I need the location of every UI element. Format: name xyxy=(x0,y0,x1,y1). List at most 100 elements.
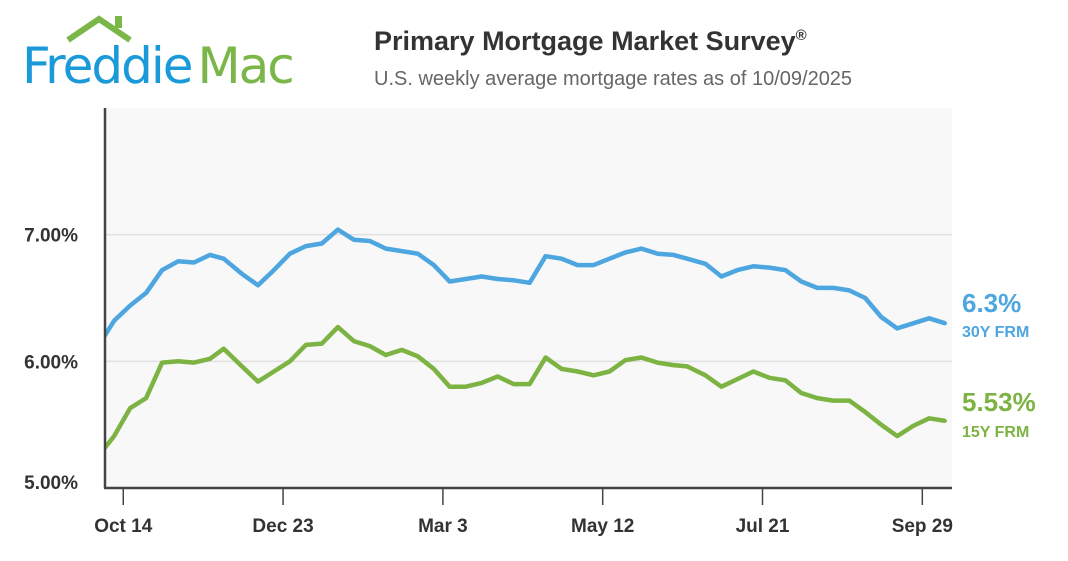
data-point-15y xyxy=(815,396,820,400)
data-point-15y xyxy=(575,369,580,374)
data-point-15y xyxy=(352,339,356,343)
data-point-30y xyxy=(751,264,756,269)
data-point-30y xyxy=(815,286,820,290)
data-point-30y xyxy=(607,256,612,261)
freddie-mac-logo: Freddie Mac xyxy=(22,14,342,95)
data-point-30y xyxy=(847,288,852,293)
data-point-15y xyxy=(511,382,516,386)
data-point-30y xyxy=(352,237,356,242)
data-point-15y xyxy=(479,381,484,385)
data-point-15y xyxy=(368,344,372,348)
data-point-30y xyxy=(895,326,900,331)
data-point-15y xyxy=(879,422,884,427)
registered-mark: ® xyxy=(795,27,807,44)
data-point-30y xyxy=(911,321,915,326)
data-point-15y xyxy=(767,376,772,380)
y-tick-label: 5.00% xyxy=(24,473,78,494)
y-tick-label: 6.00% xyxy=(24,352,78,373)
data-point-30y xyxy=(527,281,532,285)
data-point-15y xyxy=(703,373,708,378)
title-text: Primary Mortgage Market Survey xyxy=(374,26,796,56)
data-point-30y xyxy=(495,277,500,281)
data-point-30y xyxy=(639,246,644,251)
y-tick-label: 7.00% xyxy=(24,226,78,247)
series-15y-label: 15Y FRM xyxy=(962,424,1029,441)
data-point-15y xyxy=(96,455,100,459)
data-point-15y xyxy=(671,363,676,367)
data-point-15y xyxy=(559,367,564,371)
data-point-15y xyxy=(639,355,644,360)
data-point-30y xyxy=(783,268,788,272)
logo-text-freddie: Freddie xyxy=(22,37,193,95)
data-point-30y xyxy=(112,319,116,323)
series-line-30y xyxy=(105,227,946,340)
x-tick-label: May 12 xyxy=(571,516,634,537)
data-point-15y xyxy=(463,384,468,389)
data-point-30y xyxy=(575,263,580,267)
house-roof-icon xyxy=(66,15,132,43)
data-point-30y xyxy=(463,277,468,281)
data-point-30y xyxy=(415,251,420,256)
data-point-30y xyxy=(927,316,931,321)
logo-text-mac: Mac xyxy=(197,37,294,95)
data-point-30y xyxy=(240,272,244,276)
data-point-30y xyxy=(272,268,276,272)
data-point-30y xyxy=(685,256,689,261)
x-tick-label: Sep 29 xyxy=(892,516,953,537)
data-point-30y xyxy=(559,256,564,261)
data-point-30y xyxy=(160,268,164,272)
data-point-30y xyxy=(511,278,516,283)
data-point-15y xyxy=(431,367,436,371)
data-point-30y xyxy=(288,251,292,256)
data-point-15y xyxy=(751,369,756,374)
data-point-15y xyxy=(384,353,388,357)
data-point-30y xyxy=(399,249,404,253)
data-point-30y xyxy=(879,315,884,319)
data-point-30y xyxy=(192,260,196,265)
data-point-30y xyxy=(368,239,372,243)
data-point-15y xyxy=(735,377,740,381)
data-point-15y xyxy=(543,355,548,360)
data-point-15y xyxy=(128,406,132,411)
data-point-15y xyxy=(719,384,724,389)
data-point-30y xyxy=(304,244,308,248)
data-point-30y xyxy=(221,256,226,261)
data-point-15y xyxy=(320,341,324,346)
data-point-15y xyxy=(495,374,500,379)
data-point-30y xyxy=(655,251,660,256)
chart-subtitle: U.S. weekly average mortgage rates as of… xyxy=(374,68,853,90)
data-point-15y xyxy=(144,396,148,400)
series-30y-label: 30Y FRM xyxy=(962,324,1029,341)
data-point-15y xyxy=(863,410,868,414)
series-15y-latest-value: 5.53% xyxy=(962,387,1036,417)
data-point-15y xyxy=(176,359,180,364)
data-point-30y xyxy=(543,254,548,258)
data-point-15y xyxy=(208,357,212,361)
data-point-15y xyxy=(799,391,804,395)
series-30y-latest-value: 6.3% xyxy=(962,288,1021,318)
data-point-15y xyxy=(623,358,628,362)
data-point-30y xyxy=(384,246,388,251)
data-point-30y xyxy=(320,241,324,246)
data-point-15y xyxy=(591,373,596,378)
data-point-15y xyxy=(304,343,308,347)
data-point-30y xyxy=(176,259,180,264)
data-point-30y xyxy=(623,250,628,255)
data-point-15y xyxy=(831,398,836,403)
data-point-30y xyxy=(128,303,132,308)
x-tick-label: Jul 21 xyxy=(736,516,790,537)
data-point-30y xyxy=(735,268,740,272)
x-tick-label: Mar 3 xyxy=(418,516,468,537)
plot-background xyxy=(105,108,952,488)
series-line-15y xyxy=(105,324,946,452)
data-point-30y xyxy=(591,263,596,267)
data-point-30y xyxy=(336,227,340,232)
data-point-30y xyxy=(863,296,868,300)
data-point-15y xyxy=(288,359,292,364)
chart-title: Primary Mortgage Market Survey® xyxy=(374,26,807,57)
data-point-15y xyxy=(527,382,532,386)
data-point-30y xyxy=(703,262,708,266)
data-point-30y xyxy=(256,283,260,288)
data-point-30y xyxy=(431,263,436,267)
